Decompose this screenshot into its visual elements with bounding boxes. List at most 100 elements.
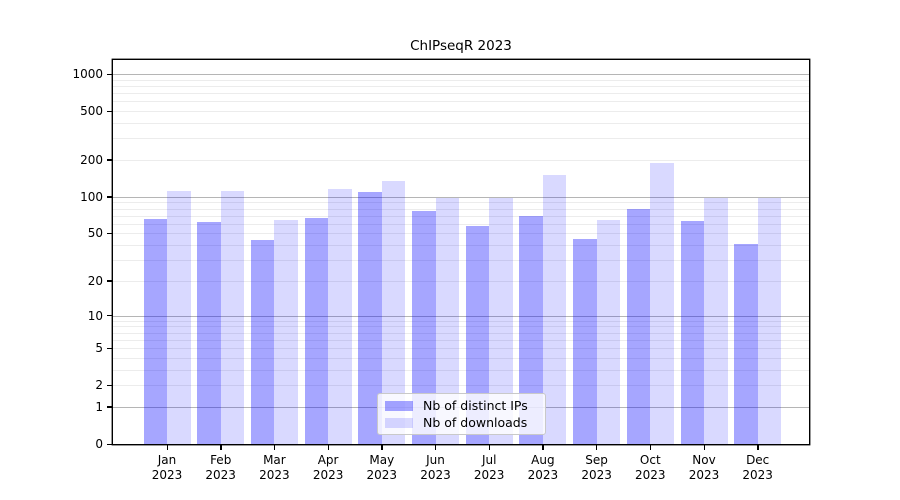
x-tick-mark: [327, 445, 329, 450]
minor-gridline: [113, 79, 809, 81]
bar-mar-ips: [250, 240, 275, 444]
minor-gridline: [113, 101, 809, 103]
bar-jun-ips: [412, 211, 436, 444]
y-tick-label: 1000: [72, 67, 103, 81]
x-tick-mark: [381, 445, 383, 450]
y-tick-label: 500: [80, 104, 103, 119]
bar-dec-ips: [734, 243, 758, 444]
x-tick-mark: [488, 445, 491, 450]
legend-item-distinct-ips: Nb of distinct IPs: [385, 397, 537, 414]
minor-gridline: [113, 122, 809, 124]
minor-gridline: [113, 245, 809, 247]
minor-gridline: [113, 260, 809, 262]
minor-gridline: [113, 208, 809, 210]
minor-gridline: [113, 332, 809, 334]
bar-jun-downloads: [435, 197, 459, 444]
minor-gridline: [113, 111, 809, 113]
y-tick-mark: [107, 232, 112, 235]
bar-oct-downloads: [650, 163, 674, 444]
y-tick-mark: [107, 73, 112, 75]
x-tick-mark: [542, 445, 544, 450]
y-tick-label: 5: [95, 341, 103, 356]
bar-apr-ips: [304, 218, 329, 444]
x-tick-label: Aug 2023: [527, 453, 559, 482]
minor-gridline: [113, 138, 809, 140]
minor-gridline: [113, 202, 809, 204]
bar-jan-downloads: [167, 190, 191, 444]
minor-gridline: [113, 385, 809, 387]
minor-gridline: [113, 223, 809, 225]
bar-jul-downloads: [489, 197, 513, 444]
x-tick-mark: [273, 445, 276, 450]
minor-gridline: [113, 339, 809, 341]
bars-layer: [113, 60, 809, 444]
x-tick-mark: [435, 445, 437, 450]
minor-gridline: [113, 326, 809, 328]
bar-feb-downloads: [220, 190, 245, 444]
y-tick-mark: [107, 110, 112, 112]
y-tick-mark: [107, 406, 112, 408]
x-tick-label: Jun 2023: [420, 453, 451, 482]
x-tick-label: Jan 2023: [151, 453, 183, 482]
minor-gridline: [113, 93, 809, 95]
y-tick-mark: [107, 443, 112, 445]
x-tick-mark: [757, 445, 759, 450]
bar-sep-downloads: [596, 220, 621, 444]
bar-oct-ips: [626, 208, 651, 444]
major-gridline: [113, 315, 809, 317]
x-tick-label: Oct 2023: [635, 453, 666, 482]
legend-label-distinct-ips: Nb of distinct IPs: [423, 398, 528, 413]
minor-gridline: [113, 369, 809, 371]
legend-swatch-distinct-ips: [385, 400, 413, 411]
x-tick-label: Dec 2023: [742, 453, 773, 482]
x-tick-mark: [166, 445, 168, 450]
minor-gridline: [113, 320, 809, 322]
minor-gridline: [113, 233, 809, 235]
bar-feb-ips: [197, 222, 221, 444]
bar-mar-downloads: [274, 219, 298, 444]
minor-gridline: [113, 215, 809, 217]
x-tick-mark: [596, 445, 598, 450]
bar-aug-ips: [519, 216, 543, 444]
y-tick-mark: [107, 315, 112, 317]
bar-nov-ips: [680, 221, 704, 444]
y-tick-label: 10: [87, 308, 103, 323]
minor-gridline: [113, 357, 809, 359]
legend: Nb of distinct IPs Nb of downloads: [377, 393, 546, 435]
y-tick-label: 1: [95, 399, 103, 414]
gridlines-layer: [113, 60, 809, 444]
bar-may-downloads: [381, 180, 406, 444]
x-tick-label: Mar 2023: [259, 453, 290, 482]
x-tick-label: Feb 2023: [205, 453, 236, 482]
bar-dec-downloads: [757, 197, 782, 444]
chart-title: ChIPseqR 2023: [410, 38, 512, 54]
y-tick-label: 200: [80, 152, 103, 167]
minor-gridline: [113, 280, 809, 282]
x-tick-label: Sep 2023: [581, 453, 612, 482]
legend-item-downloads: Nb of downloads: [385, 414, 537, 431]
bar-jul-ips: [465, 225, 490, 444]
y-tick-mark: [107, 196, 112, 198]
bar-sep-ips: [573, 238, 597, 444]
legend-label-downloads: Nb of downloads: [423, 415, 528, 430]
plot-area: Nb of distinct IPs Nb of downloads: [113, 60, 809, 444]
bar-may-ips: [358, 192, 382, 444]
minor-gridline: [113, 159, 809, 161]
y-tick-label: 50: [87, 226, 103, 241]
bar-apr-downloads: [328, 189, 352, 444]
major-gridline: [113, 74, 809, 75]
y-tick-mark: [107, 384, 112, 387]
y-tick-label: 2: [95, 378, 103, 393]
major-gridline: [113, 196, 809, 198]
y-tick-label: 20: [87, 273, 103, 288]
y-tick-mark: [107, 347, 112, 349]
bar-aug-downloads: [542, 174, 567, 444]
x-tick-label: Nov 2023: [688, 453, 720, 482]
y-tick-mark: [107, 159, 112, 161]
bar-jan-ips: [143, 218, 167, 444]
x-tick-mark: [703, 445, 705, 450]
legend-swatch-downloads: [385, 417, 413, 428]
y-tick-mark: [107, 280, 112, 282]
bar-nov-downloads: [704, 198, 728, 444]
x-tick-label: May 2023: [366, 453, 398, 482]
